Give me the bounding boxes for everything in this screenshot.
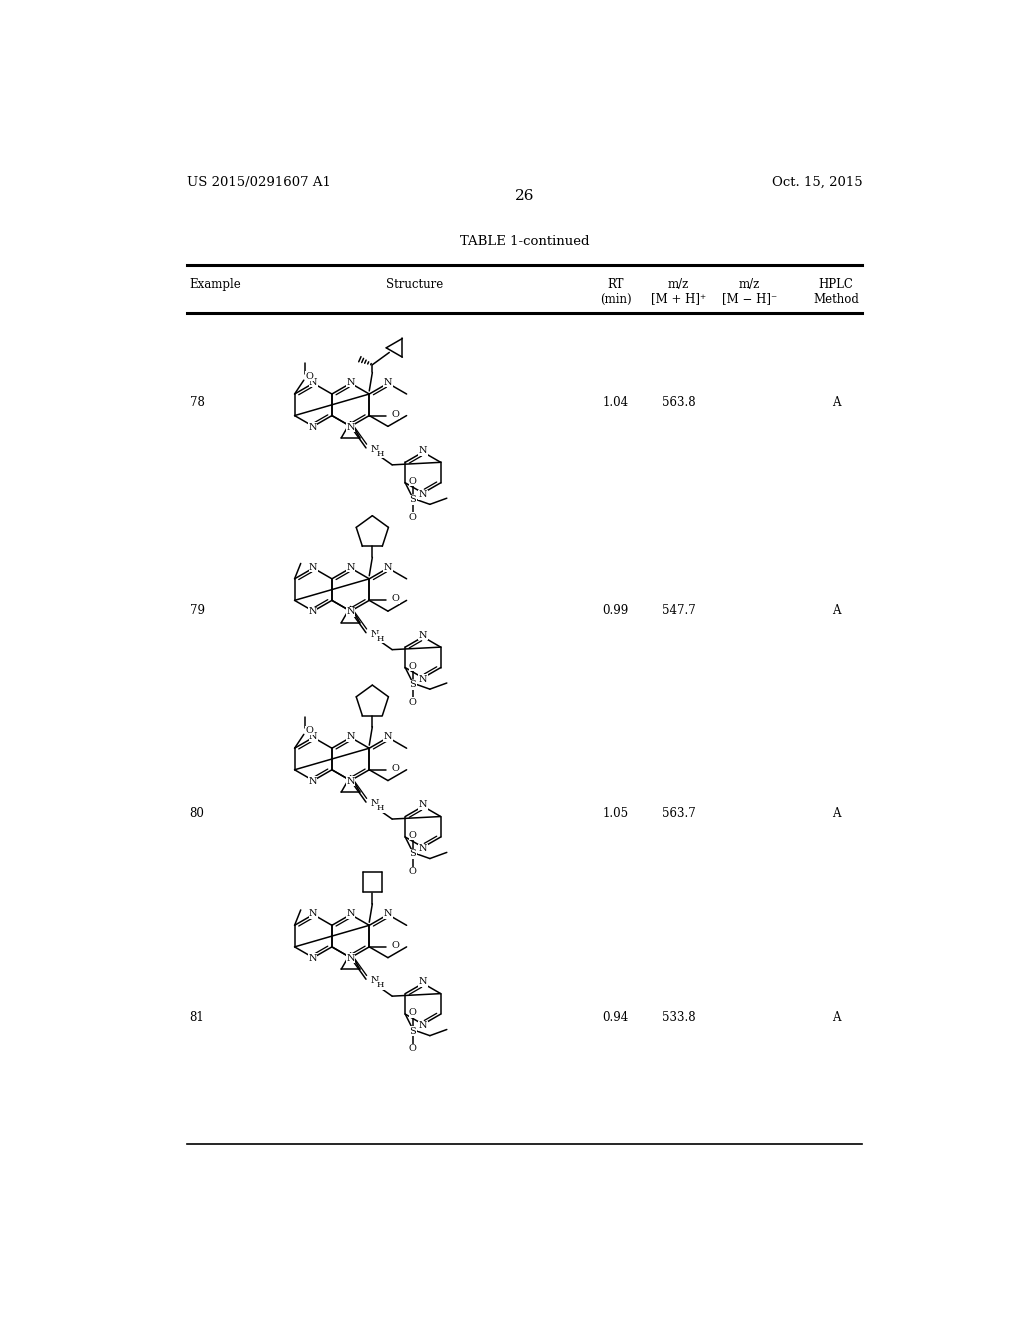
- Text: N: N: [419, 977, 427, 986]
- Text: N: N: [384, 909, 392, 919]
- Text: N: N: [371, 445, 379, 454]
- Text: (min): (min): [600, 293, 631, 305]
- Text: O: O: [391, 764, 399, 772]
- Text: 81: 81: [189, 1011, 205, 1024]
- Text: N: N: [384, 562, 392, 572]
- Text: N: N: [346, 733, 355, 741]
- Text: A: A: [831, 396, 841, 409]
- Text: N: N: [371, 799, 379, 808]
- Text: N: N: [346, 422, 355, 432]
- Text: N: N: [346, 954, 355, 962]
- Text: S: S: [410, 1027, 417, 1036]
- Text: N: N: [308, 607, 316, 616]
- Text: H: H: [377, 981, 384, 990]
- Text: N: N: [308, 777, 316, 785]
- Text: N: N: [346, 378, 355, 387]
- Text: N: N: [346, 777, 355, 785]
- Text: H: H: [377, 450, 384, 458]
- Text: N: N: [384, 378, 392, 387]
- Text: N: N: [309, 909, 317, 919]
- Text: N: N: [346, 607, 355, 616]
- Text: H: H: [377, 804, 384, 812]
- Text: S: S: [410, 495, 417, 504]
- Text: N: N: [419, 845, 427, 853]
- Text: N: N: [346, 562, 355, 572]
- Text: N: N: [419, 446, 427, 455]
- Text: 1.05: 1.05: [602, 808, 629, 821]
- Text: O: O: [391, 941, 399, 950]
- Text: H: H: [377, 635, 384, 643]
- Text: 79: 79: [189, 605, 205, 618]
- Text: 26: 26: [515, 189, 535, 203]
- Text: N: N: [346, 909, 355, 919]
- Text: 563.8: 563.8: [662, 396, 695, 409]
- Text: 78: 78: [189, 396, 205, 409]
- Text: N: N: [308, 422, 316, 432]
- Text: 80: 80: [189, 808, 205, 821]
- Text: Structure: Structure: [386, 279, 443, 292]
- Text: 1.04: 1.04: [602, 396, 629, 409]
- Text: N: N: [309, 378, 317, 387]
- Text: N: N: [309, 733, 317, 741]
- Text: O: O: [409, 477, 417, 486]
- Text: O: O: [305, 372, 313, 380]
- Text: Method: Method: [813, 293, 859, 305]
- Text: O: O: [305, 726, 313, 735]
- Text: m/z: m/z: [668, 279, 689, 292]
- Text: [M − H]⁻: [M − H]⁻: [722, 293, 777, 305]
- Text: 533.8: 533.8: [662, 1011, 695, 1024]
- Text: N: N: [384, 733, 392, 741]
- Text: O: O: [409, 832, 417, 840]
- Text: N: N: [371, 977, 379, 985]
- Text: N: N: [419, 675, 427, 684]
- Text: 563.7: 563.7: [662, 808, 695, 821]
- Text: S: S: [410, 680, 417, 689]
- Text: A: A: [831, 1011, 841, 1024]
- Text: HPLC: HPLC: [819, 279, 854, 292]
- Text: O: O: [409, 698, 417, 706]
- Text: O: O: [409, 1008, 417, 1018]
- Text: RT: RT: [607, 279, 624, 292]
- Text: S: S: [410, 850, 417, 858]
- Text: US 2015/0291607 A1: US 2015/0291607 A1: [187, 176, 331, 189]
- Text: O: O: [409, 867, 417, 876]
- Text: A: A: [831, 808, 841, 821]
- Text: 0.99: 0.99: [602, 605, 629, 618]
- Text: N: N: [419, 1022, 427, 1031]
- Text: 547.7: 547.7: [662, 605, 695, 618]
- Text: O: O: [409, 513, 417, 521]
- Text: A: A: [831, 605, 841, 618]
- Text: N: N: [309, 562, 317, 572]
- Text: O: O: [391, 409, 399, 418]
- Text: TABLE 1-continued: TABLE 1-continued: [460, 235, 590, 248]
- Text: Oct. 15, 2015: Oct. 15, 2015: [772, 176, 862, 189]
- Text: m/z: m/z: [739, 279, 760, 292]
- Text: [M + H]⁺: [M + H]⁺: [651, 293, 707, 305]
- Text: N: N: [371, 630, 379, 639]
- Text: O: O: [409, 1044, 417, 1053]
- Text: O: O: [391, 594, 399, 603]
- Text: N: N: [419, 490, 427, 499]
- Text: N: N: [419, 800, 427, 809]
- Text: N: N: [308, 954, 316, 962]
- Text: O: O: [409, 661, 417, 671]
- Text: Example: Example: [189, 279, 242, 292]
- Text: N: N: [419, 631, 427, 640]
- Text: 0.94: 0.94: [602, 1011, 629, 1024]
